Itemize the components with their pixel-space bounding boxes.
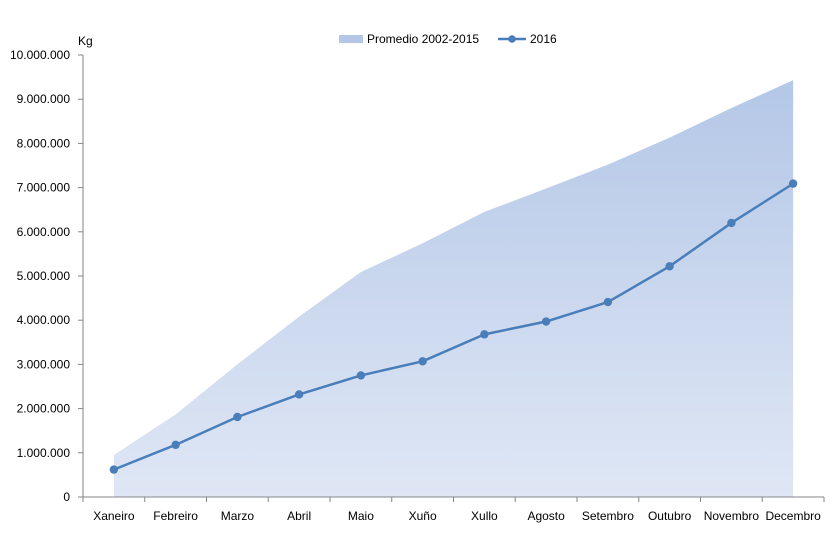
x-tick-label: Marzo bbox=[221, 509, 255, 523]
y-tick-label: 2.000.000 bbox=[17, 402, 71, 416]
x-tick-label: Novembro bbox=[704, 509, 760, 523]
legend-label-line: 2016 bbox=[530, 32, 557, 46]
data-point-2016 bbox=[294, 390, 304, 399]
data-point-2016 bbox=[171, 440, 180, 450]
plot-area: 0 1.000.000 2.000.000 3.000.000 4.000.000 5.0… bbox=[10, 48, 825, 523]
y-axis-label: Kg bbox=[78, 34, 93, 48]
data-point-2016 bbox=[480, 330, 489, 339]
legend-label-area: Promedio 2002-2015 bbox=[367, 32, 479, 46]
y-tick-label: 9.000.000 bbox=[17, 92, 71, 106]
data-point-2016 bbox=[788, 179, 798, 188]
data-point-2016 bbox=[233, 412, 242, 422]
data-point-2016 bbox=[603, 297, 613, 307]
y-tick-label: 5.000.000 bbox=[17, 269, 71, 283]
x-tick-label: Xaneiro bbox=[93, 509, 135, 523]
y-tick-label: 8.000.000 bbox=[17, 136, 71, 150]
y-tick-label: 3.000.000 bbox=[17, 357, 71, 371]
legend-marker bbox=[508, 35, 516, 43]
area-series-promedio bbox=[113, 80, 794, 497]
data-point-2016 bbox=[665, 262, 674, 271]
y-tick-label: 4.000.000 bbox=[17, 313, 71, 327]
x-tick-label: Xuño bbox=[409, 509, 437, 523]
data-point-2016 bbox=[109, 465, 119, 474]
x-tick-label: Setembro bbox=[582, 509, 634, 523]
line-series-2016 bbox=[113, 182, 794, 471]
x-tick-label: Outubro bbox=[648, 509, 692, 523]
x-tick-label: Febreiro bbox=[153, 509, 198, 523]
data-point-2016 bbox=[356, 371, 366, 380]
x-tick-label: Abril bbox=[287, 509, 311, 523]
y-tick-label: 7.000.000 bbox=[17, 181, 71, 195]
y-tick-label: 1.000.000 bbox=[17, 446, 71, 460]
data-point-2016 bbox=[727, 218, 736, 228]
data-point-2016 bbox=[418, 357, 427, 366]
data-point-2016 bbox=[541, 317, 551, 326]
y-tick-label: 0 bbox=[63, 490, 70, 504]
legend: Promedio 2002-2015 2016 bbox=[339, 32, 557, 46]
x-tick-label: Decembro bbox=[765, 509, 821, 523]
x-tick-label: Xullo bbox=[471, 509, 498, 523]
legend-swatch-area bbox=[339, 35, 363, 43]
y-tick-label: 10.000.000 bbox=[10, 48, 70, 62]
y-tick-label: 6.000.000 bbox=[17, 225, 71, 239]
x-tick-label: Maio bbox=[348, 509, 374, 523]
x-tick-label: Agosto bbox=[527, 509, 565, 523]
